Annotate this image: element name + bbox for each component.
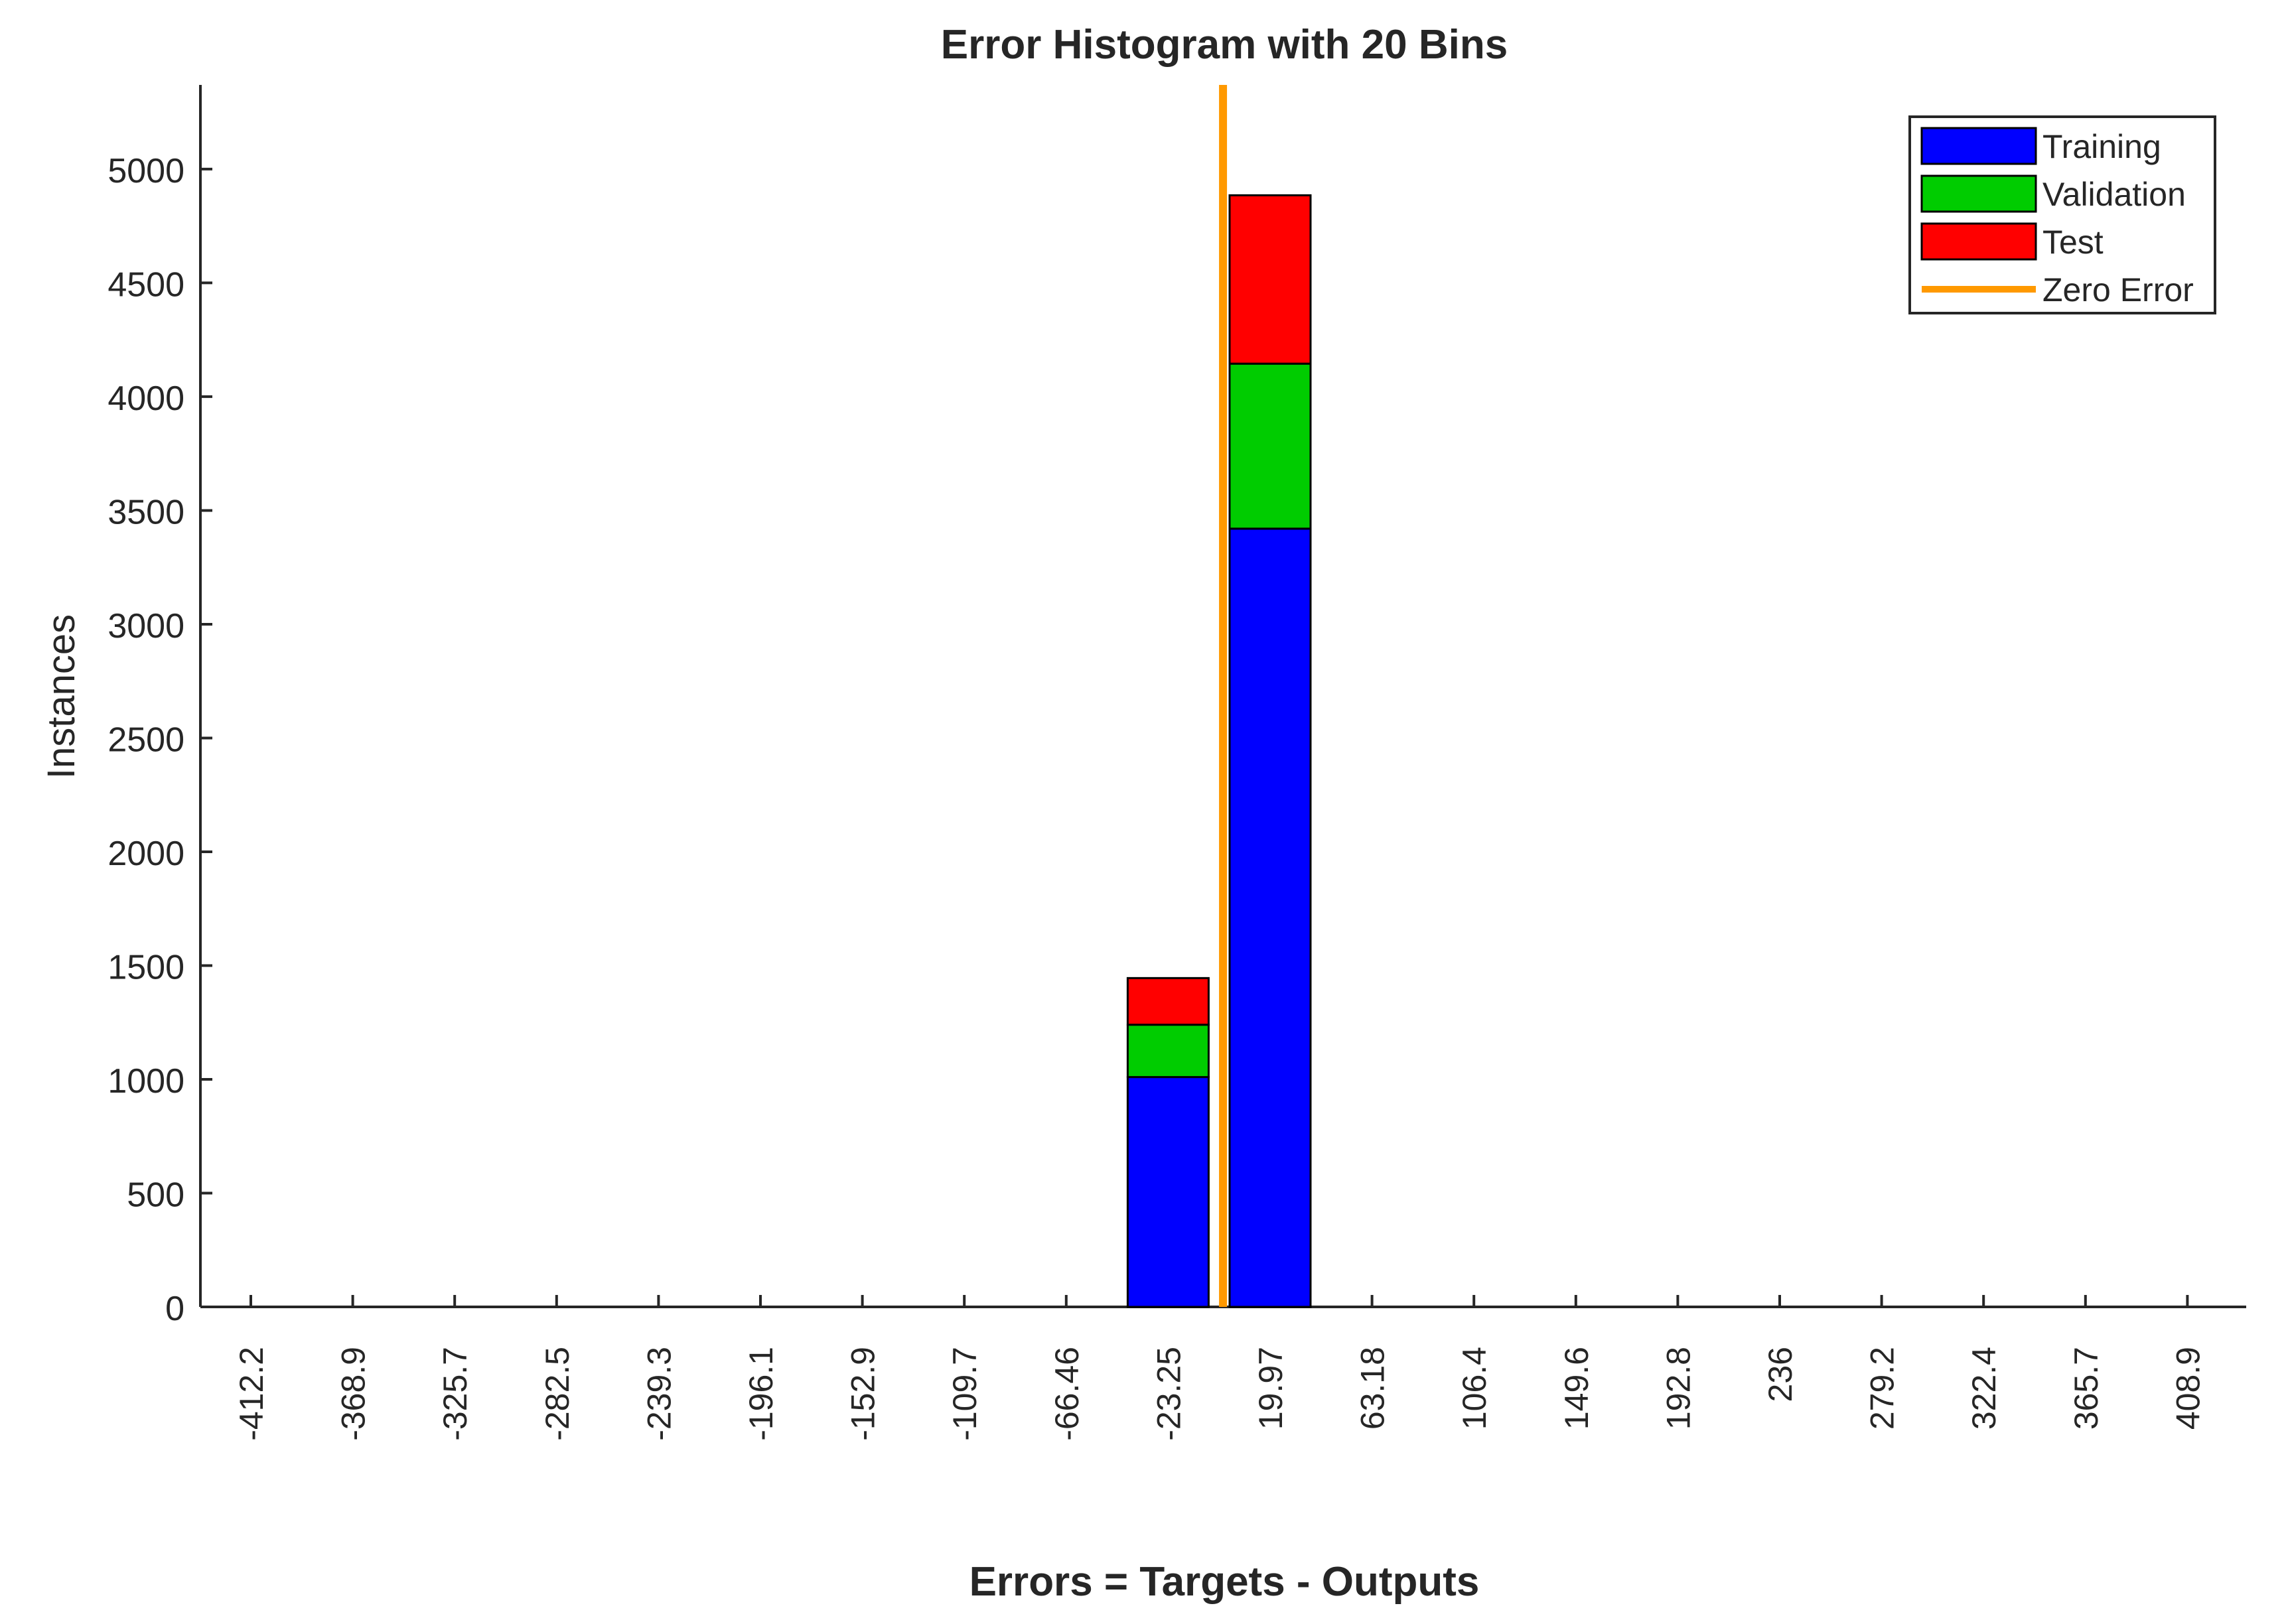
bar-validation bbox=[1228, 362, 1312, 530]
y-tick-label: 4000 bbox=[107, 379, 184, 418]
y-tick-label: 2500 bbox=[107, 720, 184, 759]
x-tick-label: -412.2 bbox=[233, 1347, 270, 1441]
legend-swatch-test bbox=[1920, 222, 2037, 261]
x-tick-label: -109.7 bbox=[946, 1347, 983, 1441]
x-tick-label: -368.9 bbox=[335, 1347, 372, 1441]
bar-training bbox=[1126, 1076, 1210, 1308]
x-tick-label: 236 bbox=[1762, 1347, 1799, 1402]
y-tick-label: 4500 bbox=[107, 265, 184, 304]
y-tick-label: 1000 bbox=[107, 1062, 184, 1101]
y-tick-label: 5000 bbox=[107, 152, 184, 190]
bar-validation bbox=[1126, 1024, 1210, 1079]
x-tick-label: 279.2 bbox=[1864, 1347, 1901, 1430]
y-tick-label: 2000 bbox=[107, 835, 184, 873]
x-tick-label: -23.25 bbox=[1150, 1347, 1187, 1441]
y-tick-label: 0 bbox=[165, 1290, 184, 1328]
y-tick-label: 3500 bbox=[107, 493, 184, 531]
legend-swatch-validation bbox=[1920, 174, 2037, 213]
x-tick-label: 63.18 bbox=[1354, 1347, 1392, 1430]
x-tick-label: -196.1 bbox=[743, 1347, 780, 1441]
y-tick-label: 500 bbox=[127, 1176, 184, 1214]
plot-area: 0 500 1000 1500 2000 2500 3000 3500 4000 4500 5000… bbox=[107, 85, 2246, 1441]
legend-label-zero-error: Zero Error bbox=[2042, 271, 2194, 308]
chart-title: Error Histogram with 20 Bins bbox=[941, 22, 1508, 68]
legend-label-training: Training bbox=[2042, 128, 2161, 165]
bar-training bbox=[1228, 527, 1312, 1308]
y-tick-label: 1500 bbox=[107, 948, 184, 986]
x-tick-label: 19.97 bbox=[1252, 1347, 1289, 1430]
bar-test bbox=[1126, 977, 1210, 1026]
x-tick-label: 365.7 bbox=[2068, 1347, 2105, 1430]
x-tick-label: 322.4 bbox=[1966, 1347, 2003, 1430]
x-tick-label: -282.5 bbox=[539, 1347, 576, 1441]
x-tick-label: -152.9 bbox=[845, 1347, 882, 1441]
x-tick-label: 408.9 bbox=[2169, 1347, 2206, 1430]
x-tick-label: -66.46 bbox=[1048, 1347, 1086, 1441]
x-tick-label: -325.7 bbox=[437, 1347, 474, 1441]
bar-test bbox=[1228, 194, 1312, 365]
x-tick-label: 149.6 bbox=[1558, 1347, 1595, 1430]
y-axis-label: Instances bbox=[40, 614, 83, 779]
legend-swatch-training bbox=[1920, 127, 2037, 165]
x-tick-label: 192.8 bbox=[1660, 1347, 1697, 1430]
y-tick-label: 3000 bbox=[107, 607, 184, 645]
legend-label-test: Test bbox=[2042, 224, 2104, 261]
x-axis-label: Errors = Targets - Outputs bbox=[969, 1559, 1480, 1605]
x-tick-label: 106.4 bbox=[1456, 1347, 1493, 1430]
legend: Training Validation Test Zero Error bbox=[1908, 115, 2216, 314]
x-tick-label: -239.3 bbox=[640, 1347, 678, 1441]
legend-label-validation: Validation bbox=[2042, 176, 2186, 213]
